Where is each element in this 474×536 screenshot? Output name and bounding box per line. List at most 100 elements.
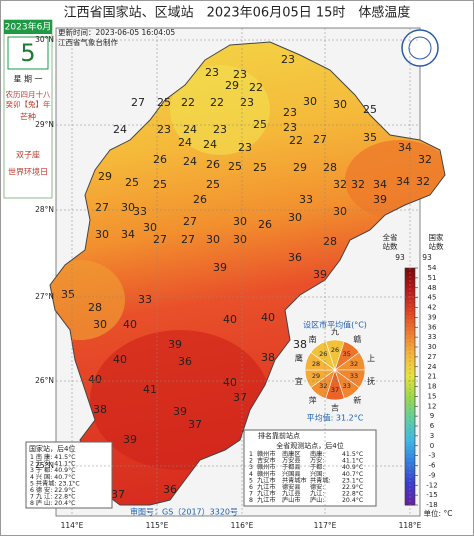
national-count: 93 [422, 253, 432, 262]
station-value: 25 [228, 160, 242, 173]
ranking-table: 排名靠前站点 全省观测站点，后4位 1 赣州市 南康区 南康: 41.5°C2 吉安市 万安… [243, 429, 377, 507]
lat-label: 25°N [35, 461, 54, 470]
station-value: 37 [188, 418, 202, 431]
colorbar-cell [405, 268, 415, 273]
station-value: 36 [288, 251, 302, 264]
station-value: 24 [113, 123, 127, 136]
pie-name: 鹰 [295, 353, 303, 363]
ranking-cell: 41.5°C [342, 450, 363, 458]
station-value: 23 [233, 68, 247, 81]
ranking-cell: 于都县 [282, 463, 301, 471]
station-value: 33 [138, 293, 152, 306]
station-value: 39 [168, 338, 182, 351]
ranking-cell: 九江市 [257, 490, 276, 498]
colorbar-cell [405, 489, 415, 494]
ranking-cell: 6 [249, 484, 253, 491]
station-value: 32 [351, 178, 365, 191]
station-value: 30 [233, 233, 247, 246]
logo-inner [408, 36, 432, 60]
station-value: 30 [303, 95, 317, 108]
colorbar-label: 45 [428, 294, 437, 302]
ranking-cell: 22.8°C [342, 490, 363, 498]
station-value: 27 [153, 233, 167, 246]
axes: 30°N 29°N 28°N 27°N 26°N 25°N 114°E 115°E 116°E 1… [35, 28, 422, 530]
colorbar-cell [405, 461, 415, 466]
pie-sector [310, 341, 336, 371]
station-value: 25 [363, 103, 377, 116]
station-value: 39 [213, 261, 227, 274]
ranking-cell: 南康区 [282, 450, 301, 458]
calendar-header [4, 20, 52, 34]
station-value: 32 [418, 153, 432, 166]
ranking-cell: 九江市 [257, 496, 276, 504]
station-value: 27 [183, 215, 197, 228]
colorbar-label: -12 [426, 481, 437, 489]
station-value: 22 [249, 81, 263, 94]
approval: 审图号：GS（2017）3320号 [130, 507, 238, 517]
lunar-year: 癸卯【兔】年 [6, 99, 51, 109]
weekday: 星 期 一 [13, 75, 42, 84]
station-value: 36 [163, 483, 177, 496]
ranking-table-box [243, 429, 377, 507]
ranking-cell: 庐山: [310, 496, 324, 504]
station-value: 40 [123, 318, 137, 331]
ranking-cell: 41.1°C [342, 457, 363, 465]
ranking-left-row: 6 德 安: 22.9°C [30, 486, 76, 494]
ranking-cell: 7 [249, 491, 253, 498]
colorbar-cell [405, 457, 415, 463]
station-value: 30 [288, 211, 302, 224]
colorbar-label: 3 [430, 432, 434, 440]
lon-label: 116°E [231, 521, 254, 530]
station-value: 27 [131, 96, 145, 109]
all-count: 93 [395, 253, 405, 262]
ranking-left-row: 3 于 都: 40.9°C [30, 466, 76, 474]
station-value: 30 [95, 228, 109, 241]
colorbar-label: 24 [428, 363, 437, 371]
station-value: 32 [333, 178, 347, 191]
colorbar-label: 33 [428, 333, 437, 341]
station-value: 37 [233, 391, 247, 404]
pie-name: 新 [353, 395, 361, 405]
lat-label: 28°N [35, 205, 54, 214]
ranking-left-row: 1 南 康: 41.5°C [30, 453, 76, 461]
colorbar-label: -18 [426, 501, 437, 509]
ranking-left-row: 5 共青城: 23.1°C [30, 479, 80, 487]
colorbar-label: 9 [430, 412, 434, 420]
station-value: 26 [258, 218, 272, 231]
lat-label: 27°N [35, 292, 54, 301]
station-value: 23 [238, 141, 252, 154]
ranking-left: 国家站，后4位 1 南 康: 41.5°C2 万 安: 41.1°C3 于 都:… [25, 441, 113, 509]
all-label: 站数 [383, 241, 398, 251]
station-value: 23 [283, 121, 297, 134]
colorbar-label: 30 [428, 343, 437, 351]
all-label: 全省 [383, 232, 398, 242]
lat-label: 30°N [35, 35, 54, 44]
lunar: 农历四月十八 [6, 89, 51, 99]
ranking-cell: 万安: [310, 457, 324, 465]
station-value: 22 [289, 134, 303, 147]
pie-name: 吉 [331, 404, 339, 413]
colorbar-cell [405, 279, 415, 285]
station-value: 30 [93, 318, 107, 331]
colorbar-cell [405, 477, 415, 482]
ranking-cell: 20.4°C [342, 496, 363, 504]
pie-value: 26 [319, 350, 327, 358]
station-value: 30 [121, 201, 135, 214]
colorbar-cell [405, 469, 415, 474]
lon-label: 117°E [314, 521, 337, 530]
ranking-cell: 22.9°C [342, 483, 363, 491]
ranking-cell: 吉安市 [257, 457, 276, 465]
lon-label: 118°E [399, 521, 422, 530]
station-value: 29 [98, 170, 112, 183]
ranking-cell: 于都: [310, 463, 324, 471]
ranking-cell: 5 [249, 477, 253, 484]
station-value: 34 [398, 141, 412, 154]
calendar-month: 2023年6月 [5, 21, 52, 33]
station-value: 41 [143, 383, 157, 396]
day-box [7, 36, 49, 70]
station-value: 30 [143, 221, 157, 234]
station-value: 25 [157, 96, 171, 109]
station-value: 32 [416, 175, 430, 188]
calendar-day: 5 [20, 39, 35, 67]
station-value: 22 [210, 96, 224, 109]
